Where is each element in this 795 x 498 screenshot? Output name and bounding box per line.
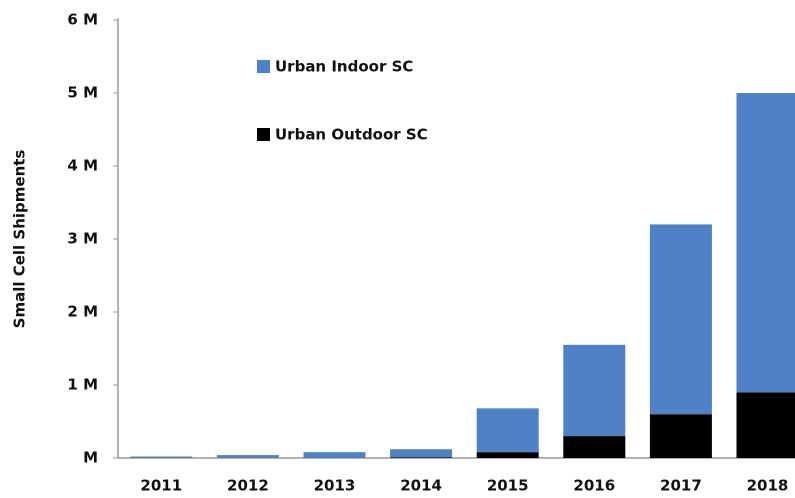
bar-segment [390,457,453,458]
y-tick-label: 6 M [67,11,98,29]
legend-swatch [257,128,270,141]
x-tick-label: 2014 [400,477,442,495]
y-tick-label: 4 M [67,157,98,175]
x-tick-label: 2018 [747,477,789,495]
y-tick-label: 2 M [67,303,98,321]
y-axis-label: Small Cell Shipments [11,150,29,329]
bar-segment [390,449,453,458]
y-tick-label: 3 M [67,230,98,248]
bar-segment [563,436,626,458]
bar-segment [303,452,366,458]
x-tick-label: 2013 [314,477,356,495]
x-tick-label: 2012 [227,477,269,495]
x-tick-label: 2016 [573,477,615,495]
x-tick-label: 2015 [487,477,529,495]
bar-segment [736,93,795,393]
bar-segment [216,455,279,458]
bar-segment [476,408,539,453]
x-tick-label: 2011 [140,477,182,495]
y-tick-label: M [83,449,98,467]
x-tick-label: 2017 [660,477,702,495]
y-tick-label: 5 M [67,84,98,102]
legend-swatch [257,60,270,73]
bar-segment [476,452,539,458]
y-tick-label: 1 M [67,376,98,394]
bar-segment [649,224,712,415]
bar-segment [563,344,626,437]
bar-segment [130,456,193,458]
legend-label: Urban Outdoor SC [275,126,428,144]
legend-label: Urban Indoor SC [275,58,413,76]
bar-segment [649,414,712,458]
bar-segment [736,392,795,458]
